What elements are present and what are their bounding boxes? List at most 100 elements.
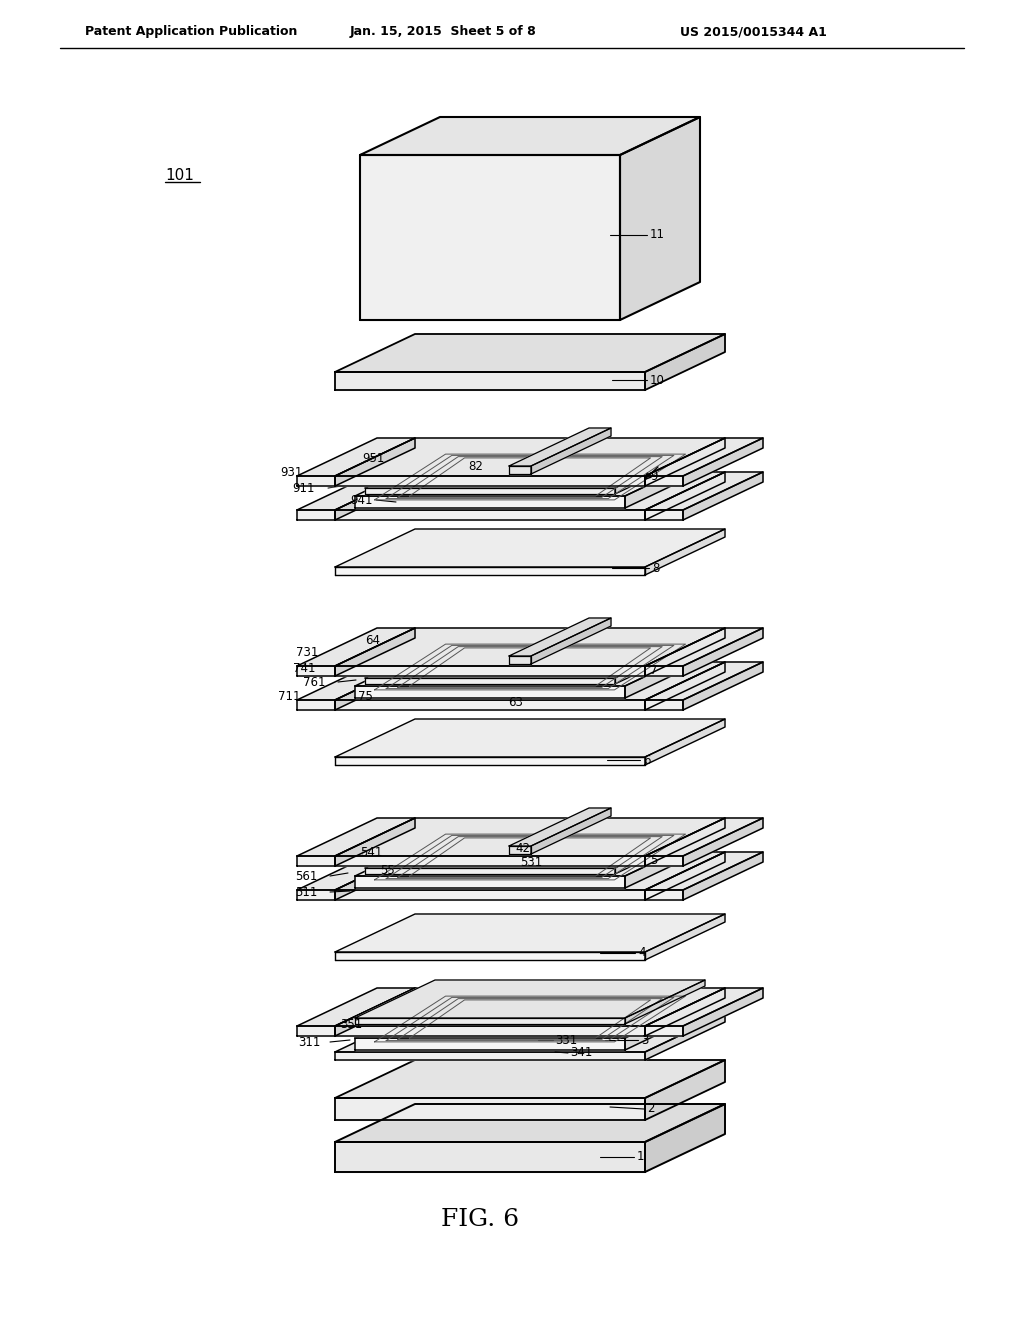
Polygon shape [645, 851, 763, 890]
Polygon shape [297, 851, 415, 890]
Polygon shape [297, 700, 335, 710]
Polygon shape [335, 913, 725, 952]
Text: 6: 6 [643, 754, 650, 767]
Polygon shape [297, 628, 415, 667]
Polygon shape [335, 851, 725, 890]
Polygon shape [335, 818, 415, 866]
Polygon shape [335, 1142, 645, 1172]
Polygon shape [335, 700, 645, 710]
Polygon shape [645, 438, 763, 477]
Polygon shape [645, 334, 725, 389]
Polygon shape [683, 987, 763, 1036]
Text: 311: 311 [298, 1035, 321, 1048]
Polygon shape [645, 1060, 725, 1119]
Polygon shape [335, 473, 725, 510]
Polygon shape [625, 979, 705, 1024]
Polygon shape [335, 663, 415, 710]
Polygon shape [355, 496, 625, 508]
Polygon shape [365, 488, 615, 494]
Polygon shape [620, 117, 700, 319]
Polygon shape [645, 818, 763, 855]
Polygon shape [335, 372, 645, 389]
Text: FIG. 6: FIG. 6 [441, 1209, 519, 1232]
Polygon shape [645, 700, 683, 710]
Text: 731: 731 [296, 645, 318, 659]
Polygon shape [683, 851, 763, 900]
Polygon shape [335, 667, 645, 676]
Polygon shape [645, 987, 763, 1026]
Polygon shape [625, 458, 705, 508]
Polygon shape [335, 473, 415, 520]
Text: 2: 2 [647, 1102, 654, 1115]
Text: 5: 5 [650, 854, 657, 866]
Polygon shape [615, 640, 695, 684]
Polygon shape [335, 890, 645, 900]
Polygon shape [355, 1001, 705, 1038]
Polygon shape [645, 477, 683, 486]
Text: 8: 8 [652, 561, 659, 574]
Text: 4: 4 [638, 946, 645, 960]
Polygon shape [365, 678, 615, 684]
Polygon shape [297, 477, 335, 486]
Polygon shape [645, 890, 683, 900]
Text: 931: 931 [280, 466, 302, 479]
Polygon shape [645, 628, 763, 667]
Polygon shape [335, 987, 415, 1036]
Text: 1: 1 [637, 1151, 644, 1163]
Polygon shape [509, 656, 531, 664]
Text: US 2015/0015344 A1: US 2015/0015344 A1 [680, 25, 826, 38]
Polygon shape [531, 618, 611, 664]
Polygon shape [335, 756, 645, 766]
Text: 82: 82 [468, 461, 483, 474]
Polygon shape [365, 830, 695, 869]
Polygon shape [509, 618, 611, 656]
Polygon shape [335, 1014, 725, 1052]
Text: 511: 511 [295, 886, 317, 899]
Polygon shape [645, 438, 725, 486]
Text: 331: 331 [555, 1034, 578, 1047]
Polygon shape [509, 808, 611, 846]
Polygon shape [335, 1026, 645, 1036]
Polygon shape [335, 510, 645, 520]
Polygon shape [335, 628, 415, 676]
Polygon shape [683, 628, 763, 676]
Polygon shape [645, 473, 725, 520]
Polygon shape [335, 851, 415, 900]
Polygon shape [683, 473, 763, 520]
Polygon shape [531, 428, 611, 474]
Polygon shape [645, 667, 683, 676]
Text: 10: 10 [650, 374, 665, 387]
Polygon shape [355, 458, 705, 496]
Polygon shape [645, 529, 725, 576]
Polygon shape [335, 818, 725, 855]
Polygon shape [297, 667, 335, 676]
Text: 541: 541 [360, 846, 382, 858]
Text: 7: 7 [650, 664, 657, 676]
Polygon shape [360, 117, 700, 154]
Polygon shape [335, 987, 725, 1026]
Text: Jan. 15, 2015  Sheet 5 of 8: Jan. 15, 2015 Sheet 5 of 8 [350, 25, 537, 38]
Polygon shape [615, 450, 695, 494]
Polygon shape [297, 890, 335, 900]
Text: 11: 11 [650, 228, 665, 242]
Polygon shape [297, 818, 415, 855]
Text: 64: 64 [365, 634, 380, 647]
Polygon shape [335, 1104, 725, 1142]
Polygon shape [335, 438, 725, 477]
Polygon shape [355, 1018, 625, 1024]
Polygon shape [335, 1052, 645, 1060]
Polygon shape [645, 987, 725, 1036]
Polygon shape [683, 818, 763, 866]
Polygon shape [625, 648, 705, 698]
Polygon shape [335, 334, 725, 372]
Text: 55: 55 [380, 863, 394, 876]
Polygon shape [297, 510, 335, 520]
Polygon shape [645, 510, 683, 520]
Polygon shape [355, 979, 705, 1018]
Text: 9: 9 [650, 470, 657, 483]
Text: 351: 351 [340, 1018, 362, 1031]
Polygon shape [645, 1014, 725, 1060]
Text: 101: 101 [165, 168, 194, 182]
Polygon shape [365, 450, 695, 488]
Polygon shape [297, 987, 415, 1026]
